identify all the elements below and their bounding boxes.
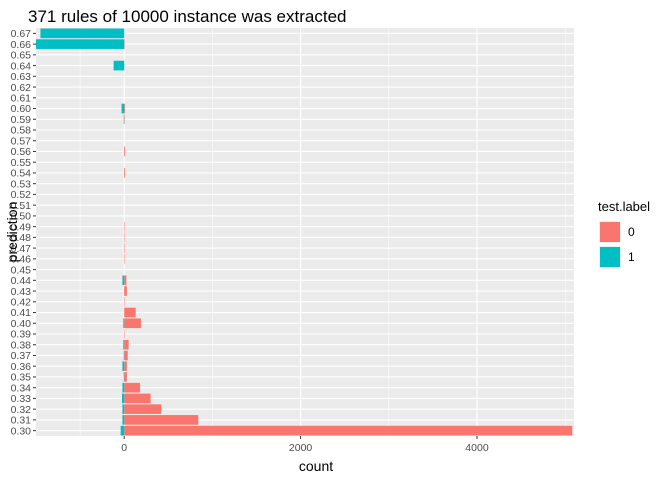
bar-series-1-0.64	[113, 60, 125, 71]
bar-series-1-0.40	[123, 318, 125, 329]
bar-series-0-0.31	[124, 415, 199, 425]
y-tick-label: 0.43	[11, 286, 32, 298]
bar-series-0-0.54	[124, 168, 126, 178]
bar-series-1-0.34	[122, 382, 125, 393]
y-tick-label: 0.59	[11, 114, 32, 126]
bar-series-0-0.36	[124, 361, 127, 372]
y-tick-label: 0.45	[11, 264, 32, 276]
legend-title: test.label	[598, 199, 650, 214]
bar-series-1-0.33	[121, 393, 125, 404]
y-tick-label: 0.61	[11, 92, 32, 104]
bar-series-0-0.56	[124, 146, 126, 157]
y-tick-label: 0.54	[11, 168, 32, 180]
bar-series-1-0.32	[122, 404, 125, 414]
bar-series-0-0.30	[124, 425, 573, 436]
y-tick-label: 0.30	[11, 425, 32, 437]
y-tick-label: 0.51	[11, 200, 32, 212]
legend: test.label 0 1	[598, 199, 650, 268]
bar-series-1-0.67	[40, 28, 125, 39]
bar-series-0-0.33	[124, 393, 151, 404]
y-tick-label: 0.37	[11, 350, 32, 362]
y-tick-label: 0.52	[11, 189, 32, 201]
bar-series-1-0.38	[123, 339, 125, 350]
bar-series-1-0.36	[122, 361, 125, 372]
y-axis-ticks: 0.300.310.320.330.340.350.360.370.380.39…	[11, 28, 36, 437]
y-tick-label: 0.44	[11, 275, 32, 287]
bar-series-1-0.66	[36, 39, 125, 49]
y-tick-label: 0.31	[11, 415, 32, 427]
plot-panel	[36, 28, 574, 436]
y-tick-label: 0.63	[11, 71, 32, 83]
x-tick-label: 0	[121, 442, 127, 454]
bar-series-1-0.44	[122, 275, 125, 286]
y-tick-label: 0.55	[11, 157, 32, 169]
y-tick-label: 0.33	[11, 393, 32, 405]
bar-series-0-0.32	[124, 404, 162, 414]
bar-series-0-0.37	[124, 350, 128, 361]
bar-series-0-0.35	[124, 372, 127, 382]
y-tick-label: 0.67	[11, 28, 32, 40]
bar-series-0-0.44	[124, 275, 127, 286]
y-tick-label: 0.34	[11, 382, 32, 394]
bar-series-0-0.34	[124, 382, 141, 393]
y-tick-label: 0.38	[11, 339, 32, 351]
y-tick-label: 0.41	[11, 307, 32, 319]
x-axis-title: count	[299, 458, 333, 474]
y-tick-label: 0.57	[11, 135, 32, 147]
y-tick-label: 0.53	[11, 178, 32, 190]
y-tick-label: 0.32	[11, 404, 32, 416]
bar-series-0-0.40	[124, 318, 141, 329]
legend-swatch-1	[600, 247, 620, 267]
x-axis-ticks: 0 2000 4000	[121, 436, 489, 454]
y-tick-label: 0.50	[11, 211, 32, 223]
chart-title: 371 rules of 10000 instance was extracte…	[28, 7, 346, 26]
y-tick-label: 0.48	[11, 232, 32, 244]
x-tick-label: 4000	[465, 442, 489, 454]
y-tick-label: 0.49	[11, 221, 32, 233]
bars	[36, 28, 573, 436]
y-tick-label: 0.42	[11, 296, 32, 308]
y-tick-label: 0.64	[11, 60, 32, 72]
bar-series-0-0.38	[124, 339, 129, 350]
y-tick-label: 0.62	[11, 82, 32, 94]
y-tick-label: 0.60	[11, 103, 32, 115]
y-axis-title: prediction	[4, 202, 20, 263]
y-tick-label: 0.56	[11, 146, 32, 158]
y-tick-label: 0.39	[11, 329, 32, 341]
y-tick-label: 0.66	[11, 39, 32, 51]
y-tick-label: 0.36	[11, 361, 32, 373]
bar-series-0-0.41	[124, 307, 136, 318]
bar-series-0-0.43	[124, 286, 127, 296]
bar-series-1-0.60	[121, 103, 125, 114]
y-tick-label: 0.65	[11, 50, 32, 62]
y-tick-label: 0.46	[11, 254, 32, 266]
legend-swatch-0	[600, 222, 620, 242]
legend-label-1: 1	[628, 250, 635, 264]
x-tick-label: 2000	[289, 442, 313, 454]
y-tick-label: 0.35	[11, 372, 32, 384]
y-tick-label: 0.58	[11, 125, 32, 137]
y-tick-label: 0.47	[11, 243, 32, 255]
bar-series-1-0.30	[120, 425, 125, 436]
bar-series-0-0.60	[124, 103, 126, 114]
bar-series-1-0.31	[122, 415, 125, 425]
legend-label-0: 0	[628, 225, 635, 239]
y-tick-label: 0.40	[11, 318, 32, 330]
